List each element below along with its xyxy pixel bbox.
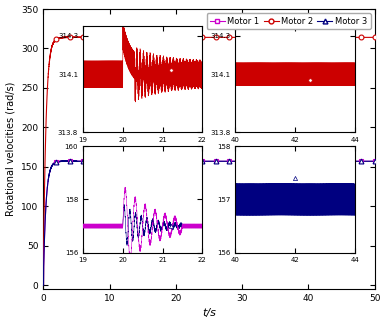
X-axis label: t/s: t/s (202, 308, 216, 318)
Legend: Motor 1, Motor 2, Motor 3: Motor 1, Motor 2, Motor 3 (207, 13, 371, 29)
Y-axis label: Rotational velocities (rad/s): Rotational velocities (rad/s) (5, 82, 15, 216)
